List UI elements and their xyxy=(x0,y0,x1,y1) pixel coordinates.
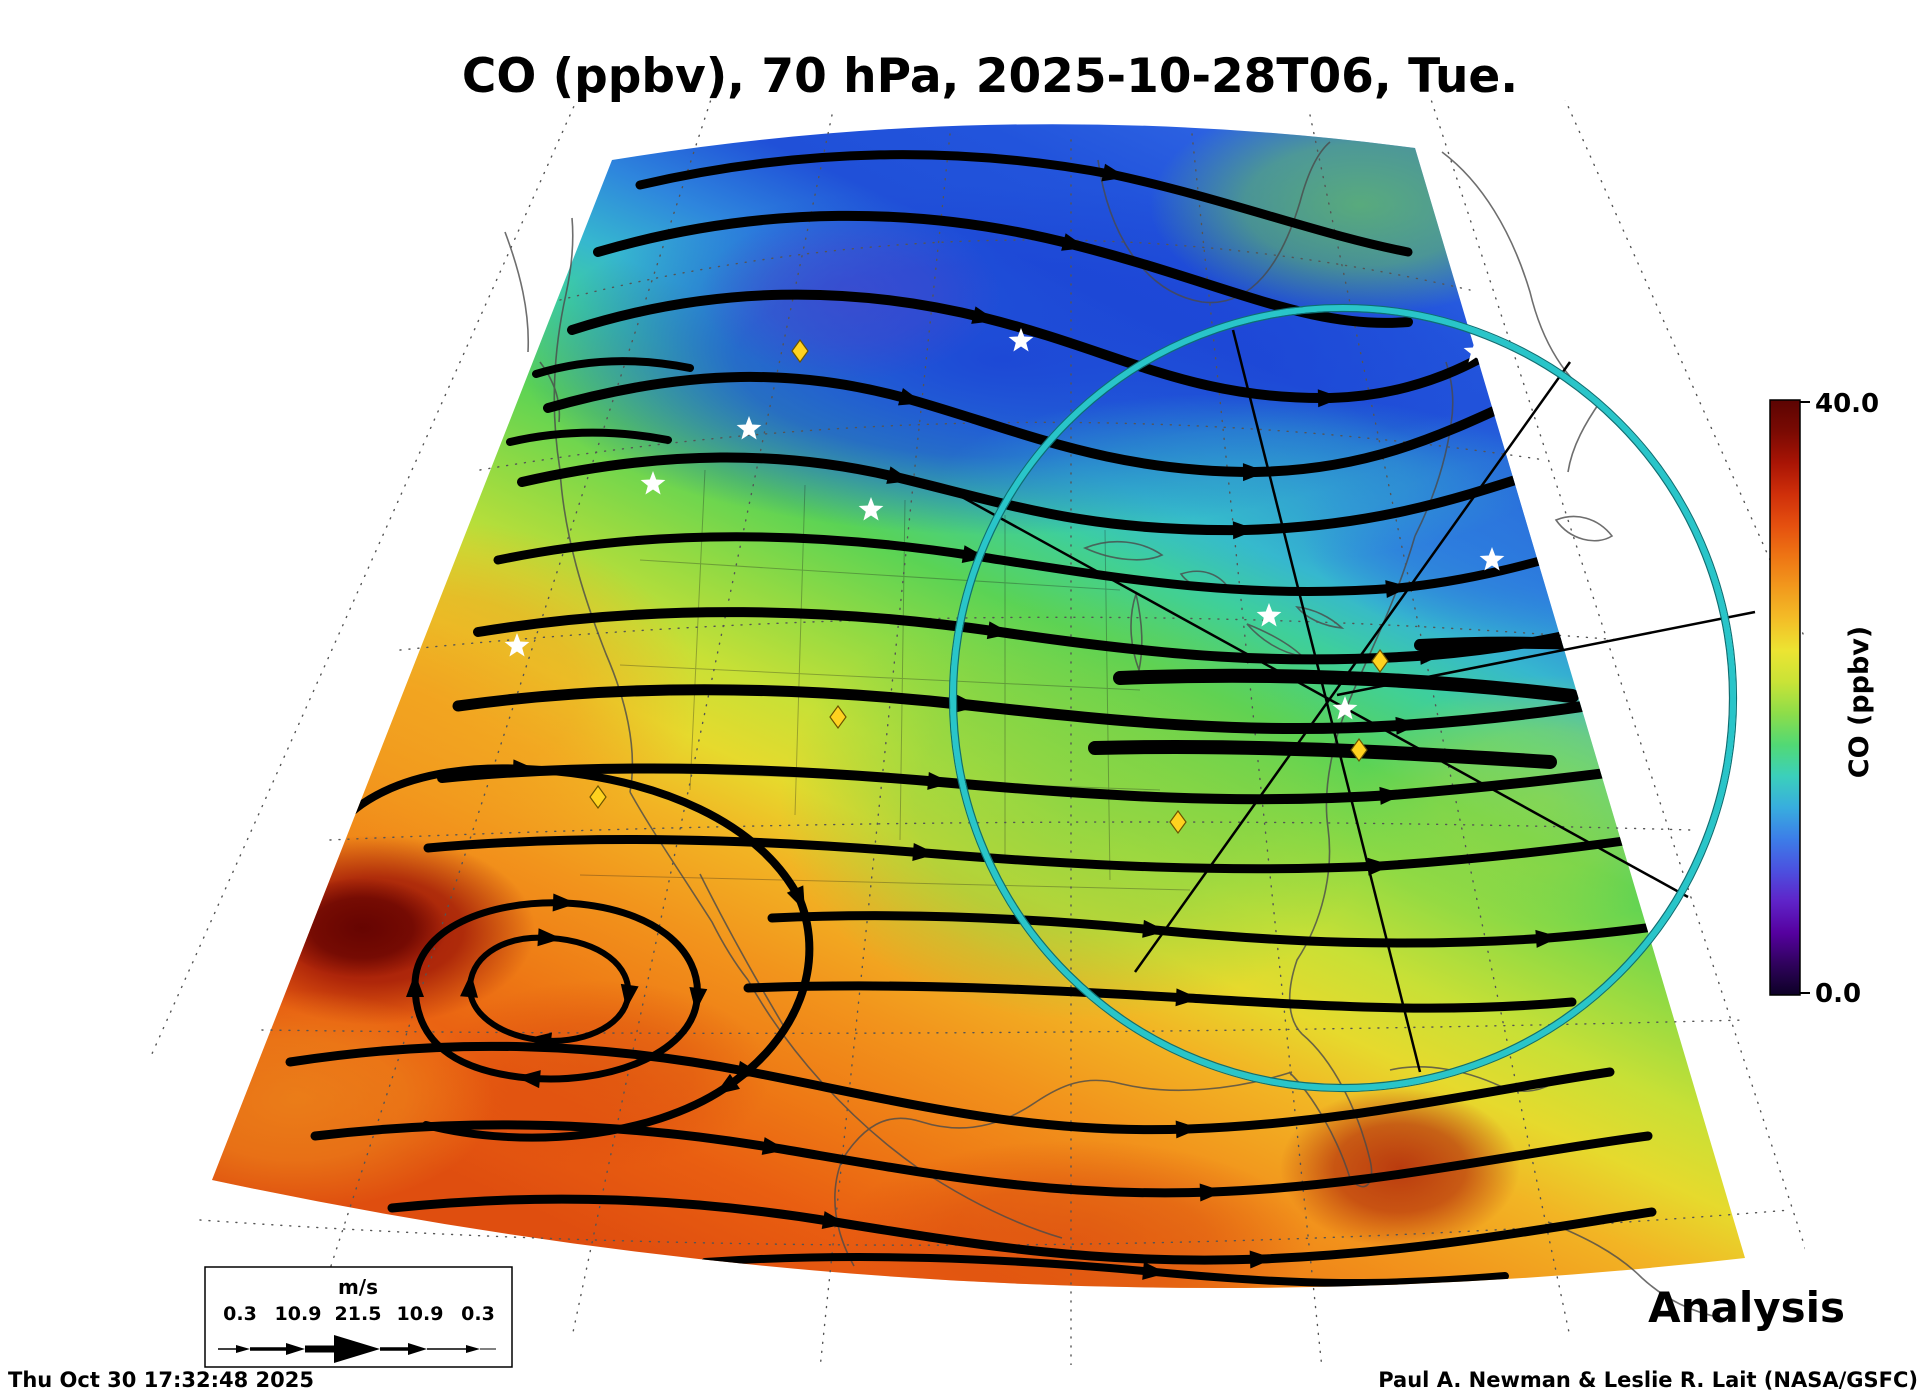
wind-scale-arrow-part xyxy=(408,1343,427,1355)
streamline xyxy=(743,981,1577,1013)
streamline xyxy=(493,523,1665,599)
streamline xyxy=(506,428,672,446)
wind-legend-value: 10.9 xyxy=(397,1303,444,1325)
streamline xyxy=(701,1253,1509,1288)
graticule-line xyxy=(1564,100,1805,641)
graticule-line xyxy=(150,100,578,1060)
wind-legend-units: m/s xyxy=(338,1275,378,1299)
streamline xyxy=(517,452,1590,540)
streamline xyxy=(452,674,1728,735)
graticule-line xyxy=(819,133,951,1365)
colorbar-gradient xyxy=(1769,399,1801,996)
wind-legend: m/s 0.3 10.9 21.5 10.9 0.3 xyxy=(204,1266,513,1368)
range-circle xyxy=(948,303,1738,1093)
state-border xyxy=(619,664,1141,691)
graticule-line xyxy=(571,114,833,1338)
trajectory-lines xyxy=(961,329,1756,1073)
graticule-line xyxy=(1430,100,1805,1250)
colorbar: 40.0 0.0 CO (ppbv) xyxy=(1769,389,1879,1009)
wind-scale-arrow-part xyxy=(334,1335,380,1363)
footer-credit: Paul A. Newman & Leslie R. Lait (NASA/GS… xyxy=(1378,1368,1918,1392)
wind-legend-value: 0.3 xyxy=(223,1303,257,1325)
streamline xyxy=(567,289,1550,408)
trajectory-line xyxy=(1231,329,1422,1073)
co-field-patch xyxy=(212,990,495,1210)
graticule-line xyxy=(328,100,712,1273)
coastline xyxy=(1441,151,1602,473)
trajectory-line xyxy=(1133,361,1572,973)
analysis-label: Analysis xyxy=(1648,1283,1845,1332)
wind-scale-arrow xyxy=(218,1335,496,1363)
wind-scale-arrow-part xyxy=(286,1343,305,1355)
range-circle-outline-inner xyxy=(955,310,1731,1086)
trajectory-line xyxy=(1336,610,1756,697)
wind-legend-value: 10.9 xyxy=(275,1303,322,1325)
streamline xyxy=(543,371,1545,482)
footer-timestamp: Thu Oct 30 17:32:48 2025 xyxy=(8,1368,314,1392)
graticule-line xyxy=(329,821,1691,841)
wind-scale-arrow-part xyxy=(466,1345,480,1353)
co-field-patch xyxy=(940,393,1540,563)
range-circle-ring xyxy=(950,305,1736,1091)
graticule-line xyxy=(261,1019,1746,1035)
range-circle-outline-outer xyxy=(948,303,1738,1093)
streamline xyxy=(387,1194,1657,1269)
streamline xyxy=(1088,739,1557,769)
graticule-line xyxy=(399,616,1621,651)
colorbar-max-label: 40.0 xyxy=(1815,389,1879,419)
trajectory-line xyxy=(961,495,1689,899)
streamline xyxy=(311,759,814,1142)
coastline xyxy=(1547,1221,1723,1319)
wind-scale-arrow-part xyxy=(236,1345,250,1353)
coastline xyxy=(559,469,634,793)
co-field-patch xyxy=(1280,1088,1520,1248)
streamline xyxy=(635,150,1413,257)
coastline xyxy=(553,217,574,471)
colorbar-min-label: 0.0 xyxy=(1815,979,1861,1009)
streamline xyxy=(532,357,694,378)
colorbar-axis-label: CO (ppbv) xyxy=(1844,626,1875,778)
state-border xyxy=(689,469,706,791)
streamline xyxy=(310,1120,1653,1202)
streamline xyxy=(285,1041,1615,1139)
wind-legend-value: 21.5 xyxy=(335,1303,382,1325)
coastline xyxy=(1554,515,1614,542)
wind-legend-value: 0.3 xyxy=(461,1303,495,1325)
graticule-line xyxy=(559,239,1471,301)
page-title: CO (ppbv), 70 hPa, 2025-10-28T06, Tue. xyxy=(462,49,1518,104)
